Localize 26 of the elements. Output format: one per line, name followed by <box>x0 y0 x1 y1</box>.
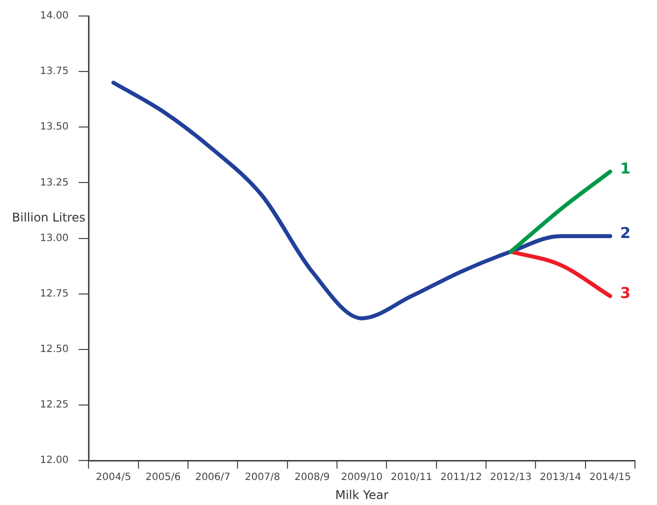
x-tick-label: 2009/10 <box>341 472 383 484</box>
x-tick-label: 2008/9 <box>294 472 330 484</box>
y-tick-label: 13.75 <box>40 66 69 78</box>
y-tick-label: 14.00 <box>40 10 69 22</box>
series-label: 2 <box>620 224 631 242</box>
y-axis-title: Billion Litres <box>12 210 86 224</box>
line-series <box>111 80 612 320</box>
x-tick-label: 2014/15 <box>589 472 631 484</box>
series-label: 1 <box>620 160 631 178</box>
x-tick-label: 2010/11 <box>390 472 432 484</box>
y-tick-label: 13.25 <box>40 177 69 188</box>
x-tick-label: 2007/8 <box>244 472 280 484</box>
y-tick-label: 12.75 <box>40 288 69 300</box>
series-label: 3 <box>620 284 631 302</box>
x-tick-label: 2004/5 <box>96 472 132 484</box>
y-tick-label: 13.50 <box>40 122 69 133</box>
x-tick-label: 2013/14 <box>540 472 582 484</box>
y-tick-label: 12.50 <box>40 344 69 356</box>
x-tick-label: 2006/7 <box>195 472 230 484</box>
x-tick-label: 2005/6 <box>146 472 181 484</box>
x-tick-label: 2012/13 <box>490 472 532 484</box>
x-tick-label: 2011/12 <box>440 472 482 484</box>
x-axis-title: Milk Year <box>335 488 388 502</box>
y-tick-label: 12.25 <box>40 400 69 411</box>
y-tick-label: 13.00 <box>40 232 69 244</box>
y-tick-label: 12.00 <box>40 455 69 466</box>
